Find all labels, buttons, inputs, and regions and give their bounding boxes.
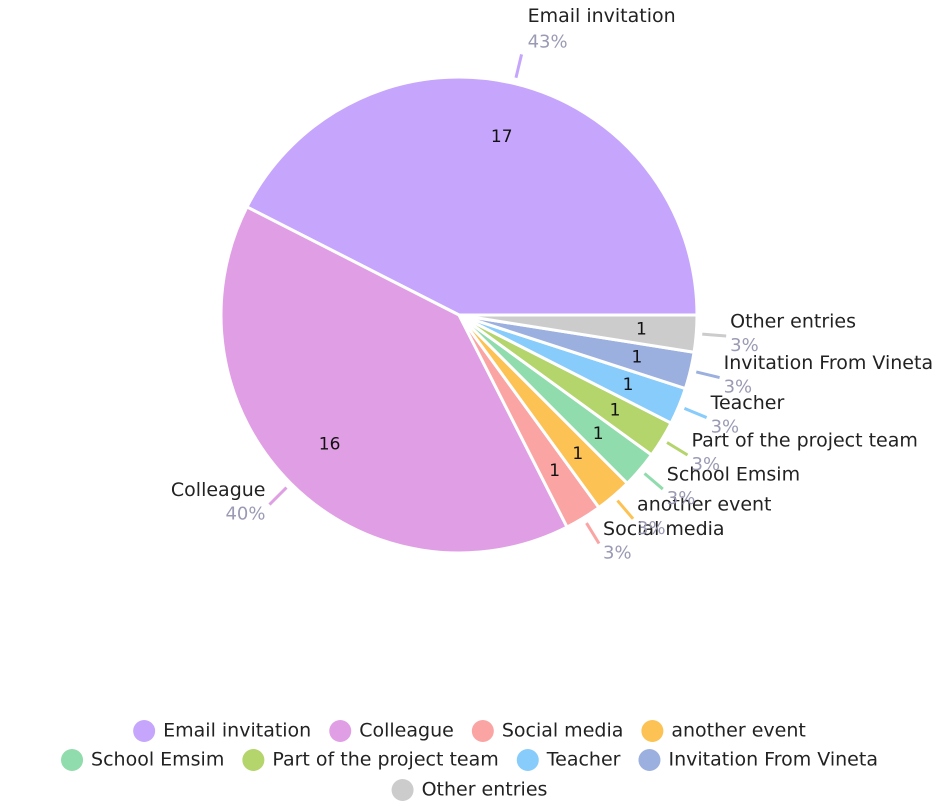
slice-name: Email invitation <box>528 5 676 27</box>
legend-label: School Emsim <box>91 749 224 771</box>
slice-percent: 3% <box>667 488 696 509</box>
leader-line <box>268 486 288 506</box>
slice-name: Teacher <box>710 392 785 414</box>
slice-name: Part of the project team <box>692 430 918 452</box>
pie-slice <box>458 313 699 354</box>
leader-line <box>702 332 727 338</box>
legend-swatch <box>638 749 661 771</box>
legend-swatch <box>471 720 494 742</box>
legend-swatch <box>329 720 352 742</box>
legend-label: Invitation From Vineta <box>668 749 878 771</box>
legend-item: Email invitation <box>133 720 311 742</box>
legend-label: Email invitation <box>163 720 311 742</box>
slice-name: Colleague <box>171 479 266 501</box>
data-label: 1 <box>632 348 643 368</box>
legend-item: School Emsim <box>61 749 224 771</box>
slice-name: Other entries <box>730 311 856 333</box>
leader-line <box>666 441 689 457</box>
legend-item: Other entries <box>391 779 548 801</box>
slice-percent: 3% <box>711 417 740 438</box>
pie-slice <box>219 204 570 555</box>
leader-line <box>616 499 635 520</box>
slice-name: Social media <box>603 518 725 540</box>
slice-name: another event <box>637 493 771 515</box>
pie-slice <box>244 75 699 317</box>
legend-swatch <box>242 749 265 771</box>
legend-label: Other entries <box>422 779 548 801</box>
leader-line <box>643 472 664 491</box>
legend-label: Colleague <box>359 720 454 742</box>
legend-item: another event <box>641 720 806 742</box>
legend-swatch <box>391 779 414 801</box>
legend-item: Invitation From Vineta <box>638 749 878 771</box>
legend-item: Colleague <box>329 720 454 742</box>
legend-swatch <box>133 720 156 742</box>
slice-percent: 43% <box>528 31 568 52</box>
data-label: 1 <box>610 401 621 421</box>
data-label: 1 <box>572 444 583 464</box>
data-label: 1 <box>549 461 560 481</box>
legend-swatch <box>641 720 664 742</box>
slice-name: Invitation From Vineta <box>724 352 934 374</box>
data-label: 16 <box>319 434 341 454</box>
slice-percent: 3% <box>637 518 666 539</box>
leader-line <box>683 406 708 419</box>
legend-item: Part of the project team <box>242 749 499 771</box>
leader-line <box>514 54 524 79</box>
slice-percent: 3% <box>603 543 632 564</box>
slice-name: School Emsim <box>667 464 800 486</box>
legend-swatch <box>61 749 84 771</box>
data-label: 17 <box>491 127 513 147</box>
legend-label: another event <box>671 720 805 742</box>
slice-percent: 3% <box>730 335 759 356</box>
data-label: 1 <box>636 319 647 339</box>
leader-line <box>585 522 601 545</box>
slice-percent: 40% <box>225 504 265 525</box>
leader-line <box>695 370 720 380</box>
legend-label: Teacher <box>546 749 621 771</box>
legend-swatch <box>516 749 539 771</box>
data-label: 1 <box>623 375 634 395</box>
legend-item: Social media <box>471 720 624 742</box>
slice-percent: 3% <box>692 454 721 475</box>
data-label: 1 <box>593 424 604 444</box>
legend-label: Part of the project team <box>272 749 498 771</box>
legend-item: Teacher <box>516 749 621 771</box>
legend-label: Social media <box>502 720 624 742</box>
slice-percent: 3% <box>724 377 753 398</box>
